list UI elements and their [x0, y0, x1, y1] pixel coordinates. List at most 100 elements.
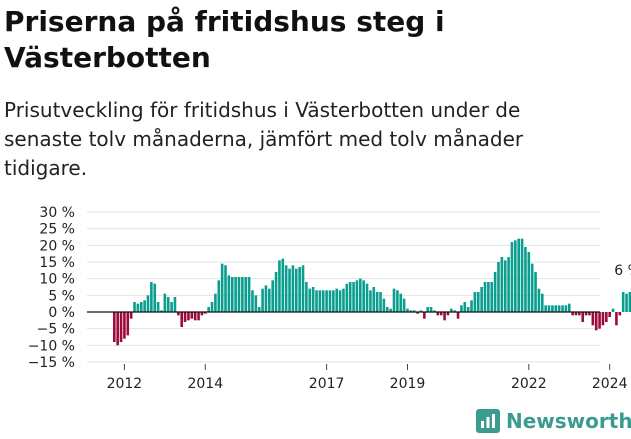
bar	[409, 310, 413, 312]
bar	[460, 305, 463, 312]
bar	[113, 312, 116, 342]
bar	[136, 303, 140, 312]
bar	[581, 312, 585, 322]
bar	[230, 277, 234, 312]
bar	[348, 282, 352, 312]
bar	[621, 292, 625, 312]
y-tick-label: −10 %	[28, 338, 75, 354]
bar	[342, 288, 345, 312]
bar	[315, 290, 318, 312]
bar	[332, 290, 335, 312]
bar	[153, 283, 157, 312]
bar	[453, 310, 456, 312]
bar	[338, 290, 342, 312]
bar	[291, 265, 295, 312]
bar	[547, 305, 551, 312]
bar	[207, 307, 210, 312]
bar	[564, 305, 568, 312]
bar	[567, 303, 571, 312]
y-tick-label: 30 %	[39, 205, 75, 221]
bar	[365, 283, 369, 312]
bar	[193, 312, 197, 321]
x-tick-label: 2012	[107, 376, 143, 392]
x-axis-ticks: 2012 2014 2017 2019 2022 2024	[107, 364, 628, 392]
bar	[436, 312, 440, 316]
bar	[480, 287, 483, 312]
bar	[244, 277, 248, 312]
bar	[517, 238, 520, 312]
bar	[284, 265, 288, 312]
bar	[527, 252, 531, 312]
bar	[200, 312, 204, 316]
bar	[379, 292, 382, 312]
bar	[412, 310, 416, 312]
bar	[544, 305, 547, 312]
bar	[375, 292, 379, 312]
bar	[557, 305, 561, 312]
bar	[217, 280, 221, 312]
newsworthy-logo-text: Newsworthy	[506, 409, 631, 433]
bar	[389, 308, 392, 312]
bar	[584, 312, 588, 316]
bar-chart: −15 %−10 %−5 %0 %5 %10 %15 %20 %25 %30 %…	[28, 205, 631, 392]
bar	[507, 257, 510, 312]
chart-title: Priserna på fritidshus steg i Västerbott…	[4, 5, 445, 74]
bar	[163, 293, 167, 312]
bar	[328, 290, 332, 312]
bar	[177, 312, 180, 316]
bar	[274, 272, 278, 312]
bar	[520, 238, 524, 312]
bar	[429, 307, 433, 312]
bars	[113, 238, 631, 346]
bar	[234, 277, 237, 312]
latest-value-annotation: 6 %	[614, 263, 631, 279]
bar	[524, 247, 527, 312]
bar	[160, 310, 163, 312]
bar	[473, 292, 477, 312]
y-axis-ticks: −15 %−10 %−5 %0 %5 %10 %15 %20 %25 %30 %	[28, 205, 75, 371]
bar	[224, 265, 227, 312]
bar	[578, 312, 581, 316]
bar	[173, 297, 177, 312]
bar	[487, 282, 490, 312]
bar	[190, 312, 194, 319]
bar	[554, 305, 558, 312]
bar	[450, 308, 453, 312]
bar	[423, 312, 426, 319]
bar	[426, 307, 430, 312]
bar	[561, 305, 564, 312]
bar	[197, 312, 200, 321]
bar	[183, 312, 187, 322]
x-tick-label: 2019	[390, 376, 426, 392]
bar	[402, 298, 406, 312]
bar	[227, 275, 231, 312]
bar	[126, 312, 130, 336]
bar	[294, 268, 298, 312]
bar	[571, 312, 574, 316]
bar	[359, 278, 362, 312]
bar	[311, 287, 315, 312]
bar	[220, 263, 224, 312]
x-tick-label: 2024	[592, 376, 628, 392]
bar	[598, 312, 601, 329]
bar	[392, 288, 396, 312]
bar	[355, 280, 359, 312]
bar	[116, 312, 119, 346]
y-tick-label: 25 %	[39, 222, 75, 238]
bar	[301, 265, 305, 312]
bar	[483, 282, 487, 312]
bar	[466, 307, 470, 312]
bar	[615, 312, 618, 326]
bar	[503, 260, 507, 312]
bar	[237, 277, 241, 312]
bar	[588, 312, 591, 316]
bar	[187, 312, 190, 321]
bar	[385, 307, 389, 312]
bar	[298, 267, 301, 312]
bar	[500, 257, 504, 312]
bar	[551, 305, 554, 312]
bar	[325, 290, 328, 312]
bar	[281, 258, 285, 312]
chart-subtitle: Prisutveckling för fritidshus i Västerbo…	[4, 98, 524, 180]
bar	[396, 290, 399, 312]
